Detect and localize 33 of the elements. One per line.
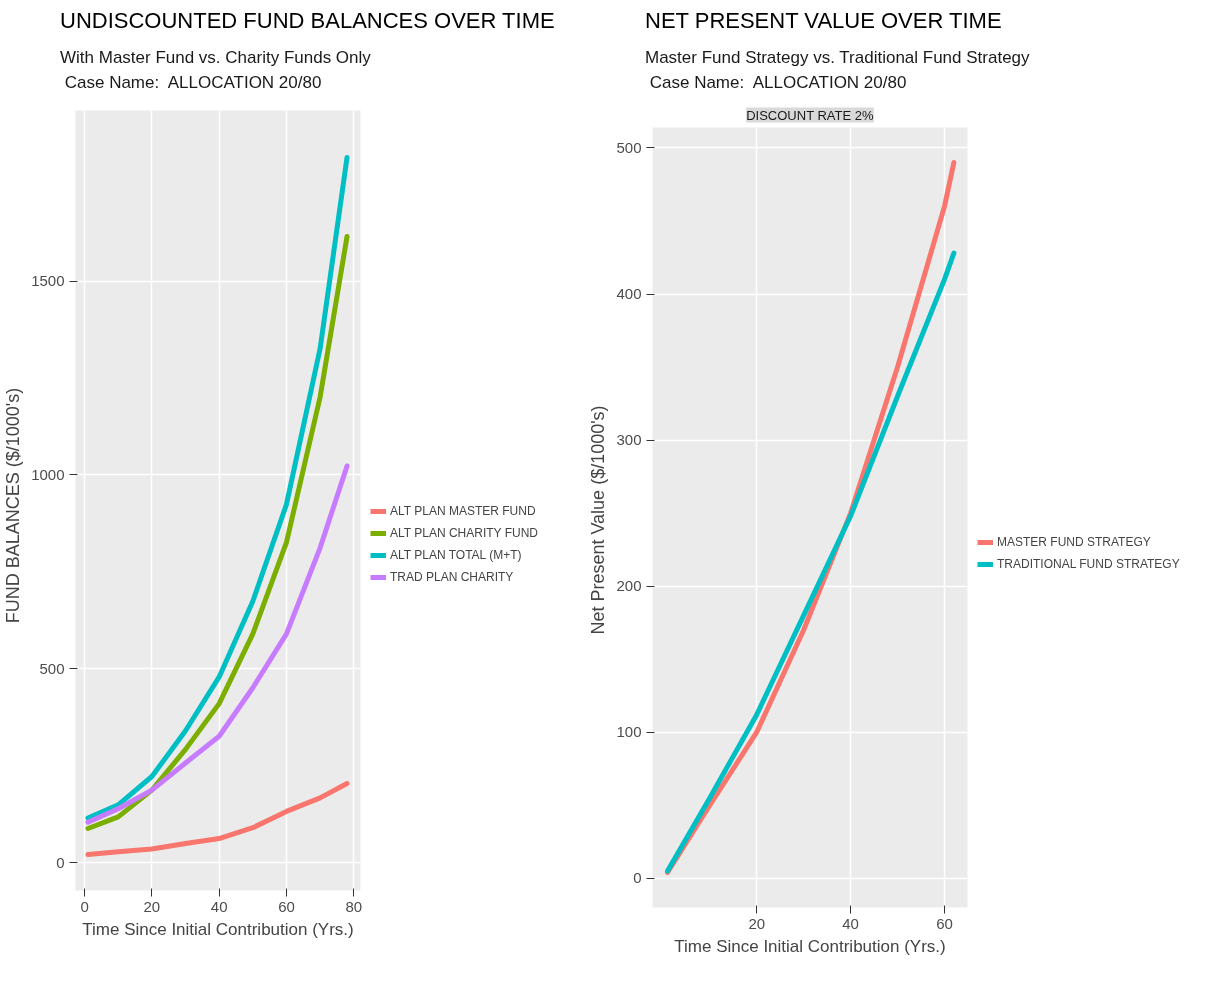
- legend-label: ALT PLAN MASTER FUND: [390, 504, 536, 519]
- x-tick-label: 60: [278, 897, 295, 915]
- y-tick-label: 500: [616, 138, 642, 156]
- chart-title: UNDISCOUNTED FUND BALANCES OVER TIME: [60, 7, 555, 35]
- y-tick-label: 0: [633, 869, 642, 887]
- legend-label: ALT PLAN TOTAL (M+T): [390, 548, 522, 563]
- y-tick-label: 200: [616, 577, 642, 595]
- x-tick-label: 20: [143, 897, 161, 915]
- y-tick-label: 500: [39, 659, 65, 677]
- x-tick-label: 20: [748, 914, 766, 932]
- y-axis-title: FUND BALANCES ($/1000's): [3, 387, 24, 624]
- chart-subtitle: With Master Fund vs. Charity Funds Only Case Name: ALLOCATION 20/80: [60, 47, 371, 94]
- x-tick-label: 40: [842, 914, 859, 932]
- x-tick-label: 60: [936, 914, 953, 932]
- y-tick-label: 0: [56, 853, 65, 871]
- y-tick-label: 1000: [31, 465, 65, 483]
- legend-label: TRAD PLAN CHARITY: [390, 570, 514, 585]
- y-tick-label: 400: [616, 285, 642, 302]
- y-axis-title: Net Present Value ($/1000's): [588, 405, 609, 635]
- y-tick-label: 300: [616, 431, 642, 449]
- chart-title: NET PRESENT VALUE OVER TIME: [645, 7, 1002, 35]
- text: DISCOUNT RATE 2%: [746, 107, 875, 123]
- legend-label: ALT PLAN CHARITY FUND: [390, 526, 539, 541]
- x-axis-title: Time Since Initial Contribution (Yrs.): [82, 919, 354, 939]
- y-tick-label: 100: [616, 723, 642, 741]
- legend-label: TRADITIONAL FUND STRATEGY: [997, 556, 1180, 571]
- x-tick-label: 0: [80, 897, 89, 915]
- x-tick-label: 40: [210, 897, 228, 915]
- chart-subtitle: Master Fund Strategy vs. Traditional Fund Strategy Case Name: ALLOCATION 20/80: [645, 47, 1030, 94]
- x-axis-title: Time Since Initial Contribution (Yrs.): [674, 936, 946, 956]
- legend-label: MASTER FUND STRATEGY: [997, 534, 1151, 549]
- y-tick-label: 1500: [31, 272, 65, 290]
- x-tick-label: 80: [345, 897, 363, 915]
